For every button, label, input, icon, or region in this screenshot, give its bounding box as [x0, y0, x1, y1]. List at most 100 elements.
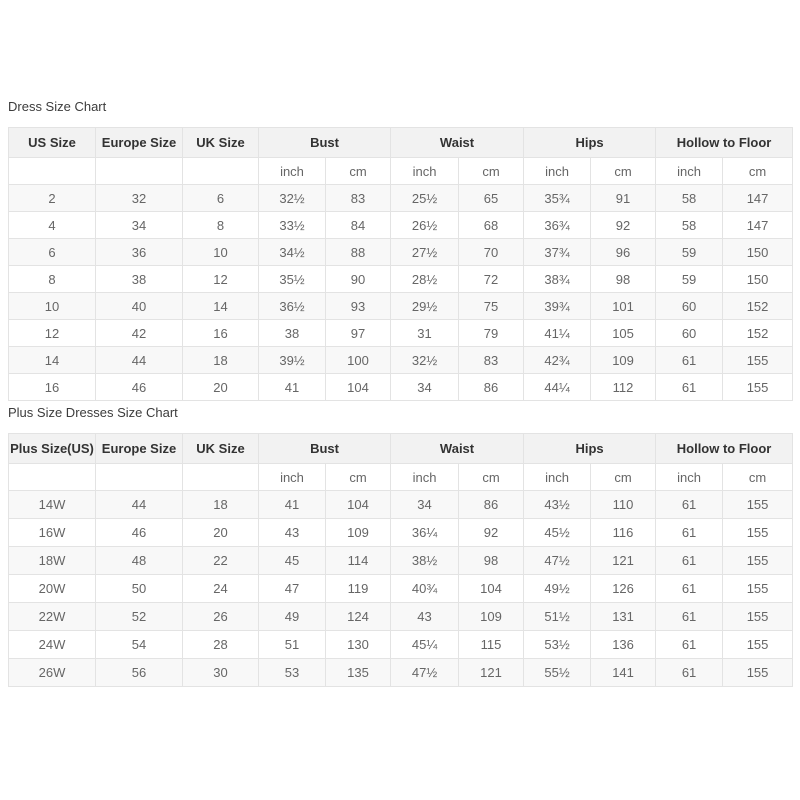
size-cell: 2: [8, 184, 96, 212]
value-cell: 58: [655, 184, 724, 212]
value-cell: 61: [655, 490, 724, 519]
value-cell: 54: [95, 630, 183, 659]
value-cell: 155: [722, 490, 794, 519]
value-cell: 42¾: [523, 346, 592, 374]
table-row: 26W 56 30 53 135 47½ 121 55½ 141 61 155: [8, 658, 794, 687]
value-cell: 104: [458, 574, 525, 603]
value-cell: 55½: [523, 658, 592, 687]
value-cell: 10: [182, 238, 259, 266]
column-header: Waist: [390, 433, 525, 464]
value-cell: 42: [95, 319, 183, 347]
table-row: 12 42 16 38 97 31 79 41¼ 105 60 152: [8, 319, 794, 347]
value-cell: 29½: [390, 292, 460, 320]
value-cell: 30: [182, 658, 259, 687]
value-cell: 28: [182, 630, 259, 659]
table-row: 18W 48 22 45 114 38½ 98 47½ 121 61 155: [8, 546, 794, 575]
size-cell: 14W: [8, 490, 96, 519]
value-cell: 26: [182, 602, 259, 631]
value-cell: 35½: [258, 265, 326, 293]
unit-label: cm: [590, 157, 657, 185]
value-cell: 32½: [390, 346, 460, 374]
value-cell: 27½: [390, 238, 460, 266]
size-cell: 8: [8, 265, 96, 293]
value-cell: 52: [95, 602, 183, 631]
unit-label: cm: [590, 463, 657, 491]
value-cell: 83: [324, 184, 392, 212]
value-cell: 53: [258, 658, 326, 687]
value-cell: 59: [655, 238, 724, 266]
header-row: US Size Europe Size UK Size Bust Waist Hips Ho…: [8, 127, 794, 158]
size-cell: 4: [8, 211, 96, 239]
value-cell: 100: [324, 346, 392, 374]
value-cell: 32: [95, 184, 183, 212]
value-cell: 72: [458, 265, 525, 293]
column-header: Hollow to Floor: [655, 127, 794, 158]
value-cell: 65: [458, 184, 525, 212]
table-row: 16 46 20 41 104 34 86 44¼ 112 61 155: [8, 373, 794, 401]
value-cell: 51: [258, 630, 326, 659]
value-cell: 44: [95, 346, 183, 374]
value-cell: 34: [390, 490, 460, 519]
value-cell: 49½: [523, 574, 592, 603]
value-cell: 155: [722, 373, 794, 401]
value-cell: 104: [324, 373, 392, 401]
value-cell: 45: [258, 546, 326, 575]
value-cell: 109: [324, 518, 392, 547]
value-cell: 135: [324, 658, 392, 687]
value-cell: 147: [722, 211, 794, 239]
value-cell: 34½: [258, 238, 326, 266]
size-cell: 26W: [8, 658, 96, 687]
table-row: 24W 54 28 51 130 45¼ 115 53½ 136 61 155: [8, 630, 794, 659]
table-row: 16W 46 20 43 109 36¼ 92 45½ 116 61 155: [8, 518, 794, 547]
value-cell: 114: [324, 546, 392, 575]
value-cell: 38¾: [523, 265, 592, 293]
value-cell: 155: [722, 630, 794, 659]
value-cell: 150: [722, 238, 794, 266]
value-cell: 33½: [258, 211, 326, 239]
column-header: Waist: [390, 127, 525, 158]
column-header: Bust: [257, 127, 392, 158]
unit-label: inch: [258, 157, 326, 185]
value-cell: 20: [182, 518, 259, 547]
value-cell: 136: [590, 630, 657, 659]
column-header: Europe Size: [95, 433, 183, 464]
value-cell: 68: [458, 211, 525, 239]
value-cell: 126: [590, 574, 657, 603]
unit-label: inch: [390, 157, 460, 185]
unit-label: inch: [655, 463, 724, 491]
value-cell: 35¾: [523, 184, 592, 212]
value-cell: 51½: [523, 602, 592, 631]
value-cell: 50: [95, 574, 183, 603]
value-cell: 44¼: [523, 373, 592, 401]
plus-size-chart-section: Plus Size Dresses Size Chart Plus Size(U…: [8, 406, 794, 687]
value-cell: 39½: [258, 346, 326, 374]
column-header: UK Size: [182, 433, 259, 464]
column-header: Plus Size(US): [8, 433, 96, 464]
value-cell: 41¼: [523, 319, 592, 347]
value-cell: 38: [95, 265, 183, 293]
unit-label: inch: [258, 463, 326, 491]
table-row: 14W 44 18 41 104 34 86 43½ 110 61 155: [8, 490, 794, 519]
table-row: 14 44 18 39½ 100 32½ 83 42¾ 109 61 155: [8, 346, 794, 374]
unit-label: inch: [390, 463, 460, 491]
value-cell: 61: [655, 373, 724, 401]
value-cell: 46: [95, 373, 183, 401]
unit-label: inch: [523, 157, 592, 185]
value-cell: 155: [722, 574, 794, 603]
table-row: 20W 50 24 47 119 40¾ 104 49½ 126 61 155: [8, 574, 794, 603]
value-cell: 93: [324, 292, 392, 320]
value-cell: 36½: [258, 292, 326, 320]
value-cell: 36: [95, 238, 183, 266]
value-cell: 61: [655, 518, 724, 547]
unit-label: cm: [324, 157, 392, 185]
value-cell: 152: [722, 319, 794, 347]
column-header: Hips: [523, 127, 657, 158]
size-cell: 10: [8, 292, 96, 320]
value-cell: 112: [590, 373, 657, 401]
table-row: 8 38 12 35½ 90 28½ 72 38¾ 98 59 150: [8, 265, 794, 293]
value-cell: 24: [182, 574, 259, 603]
value-cell: 45½: [523, 518, 592, 547]
value-cell: 90: [324, 265, 392, 293]
value-cell: 40¾: [390, 574, 460, 603]
